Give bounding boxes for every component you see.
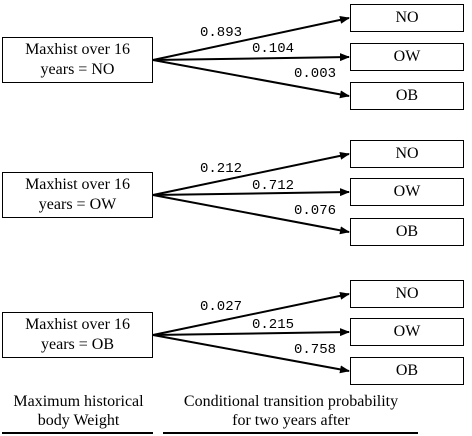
prob-no-to-ow: 0.104 xyxy=(252,41,295,57)
source-box-no: Maxhist over 16 years = NO xyxy=(2,37,153,83)
arrow-ob-to-ob xyxy=(152,334,350,374)
arrow-ob-to-ow xyxy=(152,328,350,337)
footer-left-label: Maximum historical body Weight xyxy=(13,393,144,429)
source-box-ow: Maxhist over 16 years = OW xyxy=(2,172,153,218)
prob-ob-to-no: 0.027 xyxy=(200,299,243,315)
arrow-ow-to-ob xyxy=(152,194,350,235)
arrow-ob-to-no xyxy=(152,291,350,336)
prob-ow-to-no: 0.212 xyxy=(200,161,243,177)
target-box-ow-to-no: NO xyxy=(350,140,464,168)
footer-left-underline xyxy=(2,432,153,434)
prob-no-to-no: 0.893 xyxy=(200,25,243,41)
source-box-ob: Maxhist over 16 years = OB xyxy=(2,312,153,358)
arrow-ow-to-no xyxy=(152,151,350,196)
arrow-ow-to-ow xyxy=(152,188,350,197)
target-box-ob-to-ob: OB xyxy=(350,357,464,385)
prob-no-to-ob: 0.003 xyxy=(294,66,337,82)
prob-ow-to-ob: 0.076 xyxy=(294,203,337,219)
target-box-ob-to-ow: OW xyxy=(350,318,464,346)
prob-ob-to-ow: 0.215 xyxy=(252,317,295,333)
target-box-ow-to-ow: OW xyxy=(350,178,464,206)
target-box-no-to-ob: OB xyxy=(350,82,464,110)
arrow-no-to-ob xyxy=(152,59,350,99)
footer-right-underline xyxy=(163,432,418,434)
prob-ow-to-ow: 0.712 xyxy=(252,178,295,194)
prob-ob-to-ob: 0.758 xyxy=(294,342,337,358)
target-box-no-to-no: NO xyxy=(350,4,464,32)
footer-right-label: Conditional transition probability for t… xyxy=(183,393,399,429)
arrow-no-to-no xyxy=(152,15,350,61)
target-box-no-to-ow: OW xyxy=(350,43,464,71)
arrow-no-to-ow xyxy=(152,53,350,62)
target-box-ow-to-ob: OB xyxy=(350,218,464,246)
target-box-ob-to-no: NO xyxy=(350,280,464,308)
